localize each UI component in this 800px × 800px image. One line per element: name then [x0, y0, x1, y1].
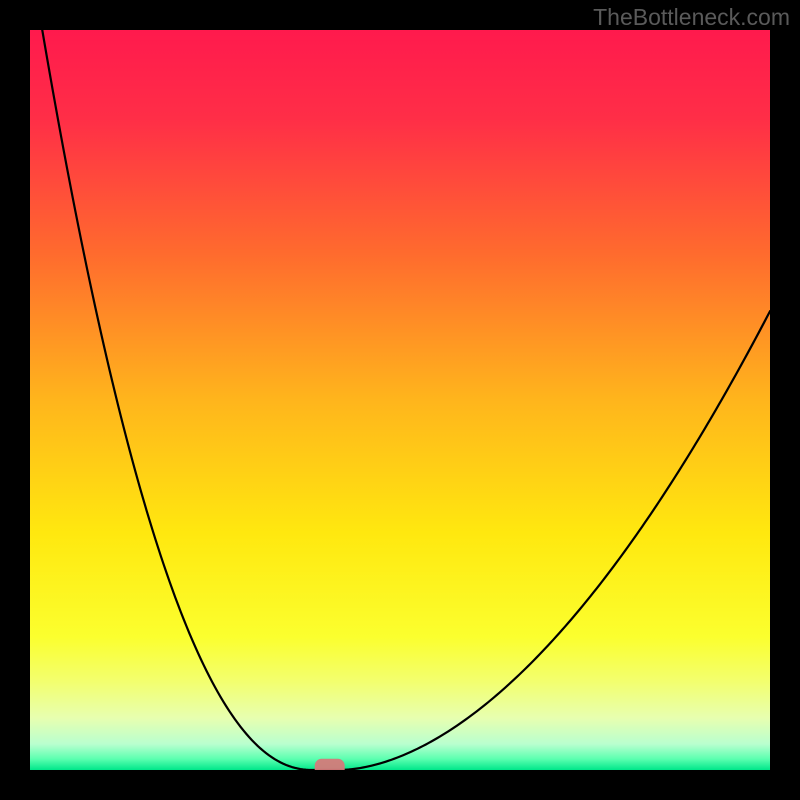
chart-container: TheBottleneck.com [0, 0, 800, 800]
bottleneck-chart [0, 0, 800, 800]
gradient-background [30, 30, 770, 770]
watermark-text: TheBottleneck.com [593, 4, 790, 31]
